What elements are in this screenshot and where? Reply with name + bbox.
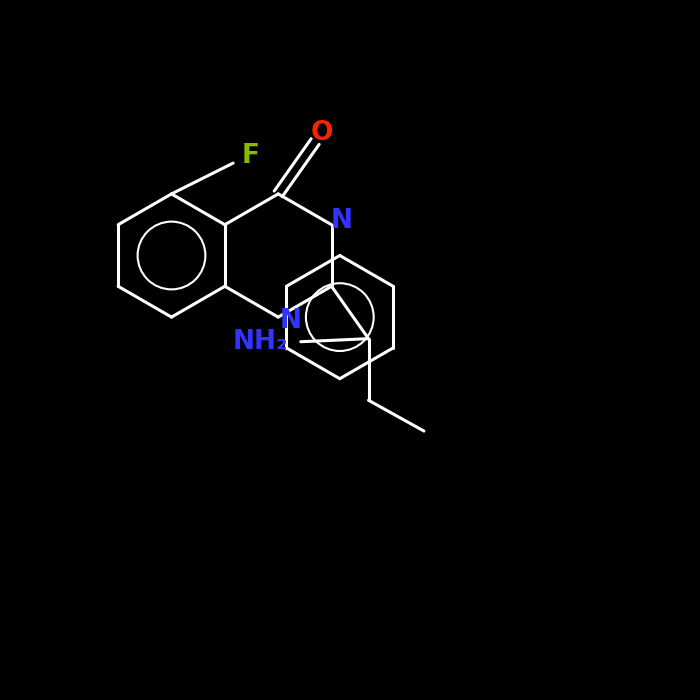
Text: N: N — [331, 208, 353, 234]
Text: F: F — [241, 143, 260, 169]
Text: O: O — [311, 120, 333, 146]
Text: N: N — [280, 307, 302, 334]
Text: NH₂: NH₂ — [232, 329, 288, 355]
